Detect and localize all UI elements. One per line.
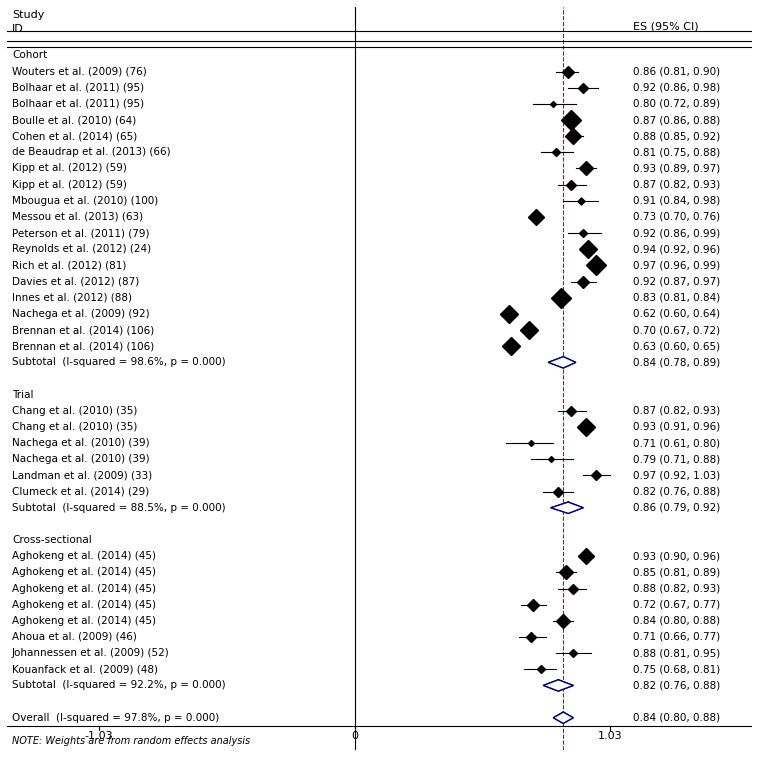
Text: Wouters et al. (2009) (76): Wouters et al. (2009) (76)	[12, 67, 146, 76]
Text: Mbougua et al. (2010) (100): Mbougua et al. (2010) (100)	[12, 196, 158, 206]
Text: 0.73 (0.70, 0.76): 0.73 (0.70, 0.76)	[633, 212, 720, 222]
Text: Aghokeng et al. (2014) (45): Aghokeng et al. (2014) (45)	[12, 600, 156, 609]
Text: 0.71 (0.66, 0.77): 0.71 (0.66, 0.77)	[633, 632, 720, 642]
Text: Trial: Trial	[12, 390, 33, 400]
Text: Kouanfack et al. (2009) (48): Kouanfack et al. (2009) (48)	[12, 665, 158, 674]
Text: Cross-sectional: Cross-sectional	[12, 535, 92, 545]
Text: Nachega et al. (2009) (92): Nachega et al. (2009) (92)	[12, 309, 150, 319]
Text: Subtotal  (I-squared = 92.2%, p = 0.000): Subtotal (I-squared = 92.2%, p = 0.000)	[12, 681, 225, 690]
Text: 0.92 (0.86, 0.99): 0.92 (0.86, 0.99)	[633, 228, 720, 238]
Text: 0.92 (0.86, 0.98): 0.92 (0.86, 0.98)	[633, 83, 720, 92]
Text: 0.93 (0.91, 0.96): 0.93 (0.91, 0.96)	[633, 422, 720, 432]
Text: 0.63 (0.60, 0.65): 0.63 (0.60, 0.65)	[633, 341, 720, 351]
Text: 0.97 (0.92, 1.03): 0.97 (0.92, 1.03)	[633, 470, 720, 481]
Text: ID: ID	[12, 23, 24, 33]
Text: Chang et al. (2010) (35): Chang et al. (2010) (35)	[12, 422, 137, 432]
Text: Brennan et al. (2014) (106): Brennan et al. (2014) (106)	[12, 325, 154, 335]
Text: 0.93 (0.90, 0.96): 0.93 (0.90, 0.96)	[633, 551, 720, 561]
Polygon shape	[549, 357, 576, 368]
Text: Aghokeng et al. (2014) (45): Aghokeng et al. (2014) (45)	[12, 567, 156, 578]
Text: Overall  (I-squared = 97.8%, p = 0.000): Overall (I-squared = 97.8%, p = 0.000)	[12, 713, 219, 723]
Text: Subtotal  (I-squared = 98.6%, p = 0.000): Subtotal (I-squared = 98.6%, p = 0.000)	[12, 357, 225, 367]
Text: 0.87 (0.86, 0.88): 0.87 (0.86, 0.88)	[633, 115, 720, 125]
Text: ES (95% CI): ES (95% CI)	[633, 21, 698, 31]
Text: Davies et al. (2012) (87): Davies et al. (2012) (87)	[12, 276, 139, 287]
Text: Aghokeng et al. (2014) (45): Aghokeng et al. (2014) (45)	[12, 615, 156, 626]
Text: Subtotal  (I-squared = 88.5%, p = 0.000): Subtotal (I-squared = 88.5%, p = 0.000)	[12, 503, 225, 512]
Text: 0.70 (0.67, 0.72): 0.70 (0.67, 0.72)	[633, 325, 720, 335]
Text: de Beaudrap et al. (2013) (66): de Beaudrap et al. (2013) (66)	[12, 148, 171, 157]
Text: Aghokeng et al. (2014) (45): Aghokeng et al. (2014) (45)	[12, 584, 156, 593]
Polygon shape	[543, 680, 573, 691]
Polygon shape	[549, 357, 576, 368]
Text: 0.97 (0.96, 0.99): 0.97 (0.96, 0.99)	[633, 260, 720, 270]
Text: 0.88 (0.85, 0.92): 0.88 (0.85, 0.92)	[633, 131, 720, 142]
Text: 0.62 (0.60, 0.64): 0.62 (0.60, 0.64)	[633, 309, 720, 319]
Text: -1.03: -1.03	[84, 731, 113, 741]
Text: Aghokeng et al. (2014) (45): Aghokeng et al. (2014) (45)	[12, 551, 156, 561]
Text: 0.86 (0.79, 0.92): 0.86 (0.79, 0.92)	[633, 503, 720, 512]
Text: 0.91 (0.84, 0.98): 0.91 (0.84, 0.98)	[633, 196, 720, 206]
Text: Boulle et al. (2010) (64): Boulle et al. (2010) (64)	[12, 115, 136, 125]
Text: 0.82 (0.76, 0.88): 0.82 (0.76, 0.88)	[633, 487, 720, 497]
Text: 0.94 (0.92, 0.96): 0.94 (0.92, 0.96)	[633, 245, 720, 254]
Text: 0.93 (0.89, 0.97): 0.93 (0.89, 0.97)	[633, 164, 720, 173]
Text: Bolhaar et al. (2011) (95): Bolhaar et al. (2011) (95)	[12, 83, 144, 92]
Polygon shape	[553, 712, 573, 724]
Polygon shape	[551, 502, 583, 513]
Text: 0: 0	[351, 731, 358, 741]
Text: 0.87 (0.82, 0.93): 0.87 (0.82, 0.93)	[633, 179, 720, 190]
Text: 1.03: 1.03	[598, 731, 623, 741]
Text: Peterson et al. (2011) (79): Peterson et al. (2011) (79)	[12, 228, 150, 238]
Text: 0.72 (0.67, 0.77): 0.72 (0.67, 0.77)	[633, 600, 720, 609]
Text: Reynolds et al. (2012) (24): Reynolds et al. (2012) (24)	[12, 245, 151, 254]
Text: 0.92 (0.87, 0.97): 0.92 (0.87, 0.97)	[633, 276, 720, 287]
Text: NOTE: Weights are from random effects analysis: NOTE: Weights are from random effects an…	[12, 736, 250, 746]
Text: Kipp et al. (2012) (59): Kipp et al. (2012) (59)	[12, 164, 127, 173]
Text: Innes et al. (2012) (88): Innes et al. (2012) (88)	[12, 293, 132, 303]
Text: 0.80 (0.72, 0.89): 0.80 (0.72, 0.89)	[633, 99, 720, 109]
Text: Brennan et al. (2014) (106): Brennan et al. (2014) (106)	[12, 341, 154, 351]
Text: 0.88 (0.82, 0.93): 0.88 (0.82, 0.93)	[633, 584, 720, 593]
Text: 0.88 (0.81, 0.95): 0.88 (0.81, 0.95)	[633, 648, 720, 658]
Text: 0.83 (0.81, 0.84): 0.83 (0.81, 0.84)	[633, 293, 720, 303]
Text: Messou et al. (2013) (63): Messou et al. (2013) (63)	[12, 212, 143, 222]
Text: 0.84 (0.80, 0.88): 0.84 (0.80, 0.88)	[633, 713, 720, 723]
Text: 0.81 (0.75, 0.88): 0.81 (0.75, 0.88)	[633, 148, 720, 157]
Text: 0.79 (0.71, 0.88): 0.79 (0.71, 0.88)	[633, 454, 720, 464]
Polygon shape	[553, 712, 573, 724]
Text: Study: Study	[12, 10, 44, 20]
Text: Johannessen et al. (2009) (52): Johannessen et al. (2009) (52)	[12, 648, 170, 658]
Text: Kipp et al. (2012) (59): Kipp et al. (2012) (59)	[12, 179, 127, 190]
Text: Nachega et al. (2010) (39): Nachega et al. (2010) (39)	[12, 438, 150, 448]
Text: 0.84 (0.78, 0.89): 0.84 (0.78, 0.89)	[633, 357, 720, 367]
Text: 0.86 (0.81, 0.90): 0.86 (0.81, 0.90)	[633, 67, 720, 76]
Text: Bolhaar et al. (2011) (95): Bolhaar et al. (2011) (95)	[12, 99, 144, 109]
Text: Nachega et al. (2010) (39): Nachega et al. (2010) (39)	[12, 454, 150, 464]
Text: Cohort: Cohort	[12, 51, 47, 61]
Text: 0.85 (0.81, 0.89): 0.85 (0.81, 0.89)	[633, 567, 720, 578]
Text: Landman et al. (2009) (33): Landman et al. (2009) (33)	[12, 470, 152, 481]
Text: 0.84 (0.80, 0.88): 0.84 (0.80, 0.88)	[633, 615, 720, 626]
Text: Ahoua et al. (2009) (46): Ahoua et al. (2009) (46)	[12, 632, 137, 642]
Text: 0.75 (0.68, 0.81): 0.75 (0.68, 0.81)	[633, 665, 720, 674]
Text: Cohen et al. (2014) (65): Cohen et al. (2014) (65)	[12, 131, 137, 142]
Polygon shape	[551, 502, 583, 513]
Text: Chang et al. (2010) (35): Chang et al. (2010) (35)	[12, 406, 137, 416]
Text: Rich et al. (2012) (81): Rich et al. (2012) (81)	[12, 260, 126, 270]
Text: Clumeck et al. (2014) (29): Clumeck et al. (2014) (29)	[12, 487, 150, 497]
Polygon shape	[543, 680, 573, 691]
Text: 0.87 (0.82, 0.93): 0.87 (0.82, 0.93)	[633, 406, 720, 416]
Text: 0.71 (0.61, 0.80): 0.71 (0.61, 0.80)	[633, 438, 720, 448]
Text: 0.82 (0.76, 0.88): 0.82 (0.76, 0.88)	[633, 681, 720, 690]
